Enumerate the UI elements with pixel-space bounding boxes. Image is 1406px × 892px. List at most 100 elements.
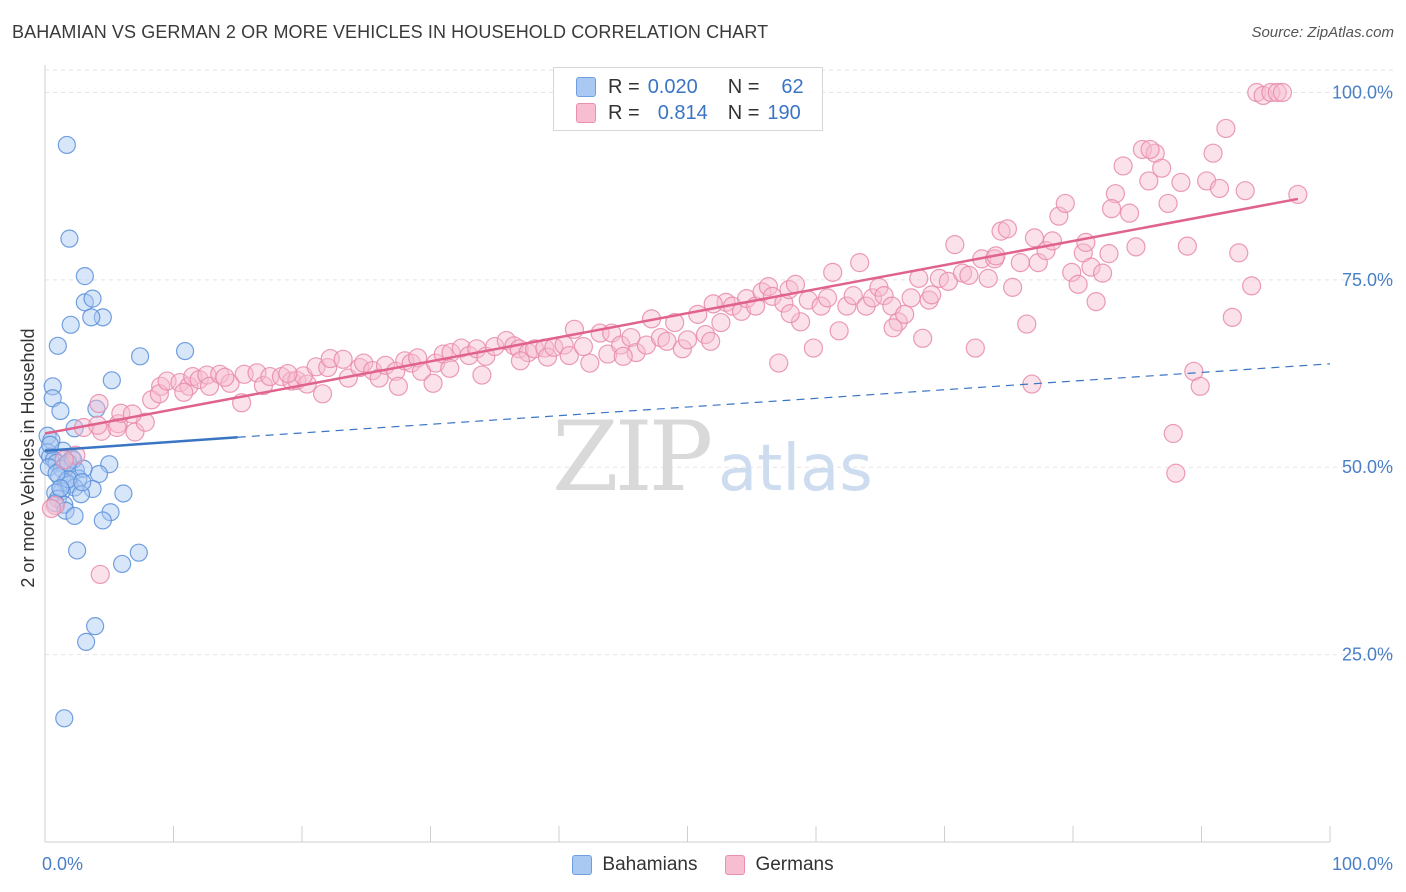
scatter-point [913, 328, 933, 348]
scatter-point [1068, 274, 1088, 294]
chart-source: Source: ZipAtlas.com [1251, 24, 1394, 41]
scatter-point [1171, 172, 1191, 193]
legend-item-bahamians[interactable]: Bahamians [572, 854, 697, 876]
scatter-point [657, 331, 677, 351]
legend-n-value: 190 [767, 101, 801, 124]
scatter-point [919, 290, 939, 310]
scatter-point [1119, 203, 1140, 223]
scatter-point [1055, 193, 1075, 214]
scatter-point [114, 484, 133, 503]
scatter-point [559, 345, 579, 366]
scatter-point [1158, 193, 1178, 214]
scatter-point [1003, 277, 1023, 297]
scatter-point [613, 346, 633, 366]
scatter-point [1113, 156, 1133, 176]
legend-swatch-bahamians [576, 77, 596, 97]
scatter-point [1152, 158, 1172, 178]
legend-r-value: 0.020 [647, 75, 698, 98]
scatter-point [965, 338, 985, 358]
scatter-point [1267, 82, 1287, 103]
scatter-point [472, 365, 492, 385]
scatter-point [1086, 292, 1106, 312]
scatter-point [333, 349, 353, 369]
x-tick-labels: 0.0% 100.0% [42, 854, 1393, 874]
scatter-point [175, 341, 195, 361]
scatter-point [1261, 82, 1281, 103]
scatter-point [151, 376, 171, 396]
scatter-point [1216, 118, 1236, 139]
scatter-point [874, 286, 894, 306]
y-tick-labels: 25.0% 50.0% 75.0% 100.0% [1332, 82, 1393, 664]
y-axis-label: 2 or more Vehicles in Household [18, 328, 38, 587]
legend-item-germans[interactable]: Germans [725, 854, 834, 876]
y-tick-label: 75.0% [1342, 270, 1393, 290]
legend-swatch-bahamians [572, 855, 593, 875]
scatter-point [102, 371, 121, 390]
scatter-point [711, 312, 731, 333]
scatter-point [122, 404, 142, 424]
scatter-point [1163, 423, 1183, 444]
scatter-point [1253, 85, 1273, 106]
scatter-point [66, 445, 86, 465]
scatter-point [142, 390, 162, 410]
scatter-point [215, 367, 235, 387]
scatter-point [850, 253, 870, 273]
scatter-point [1028, 253, 1048, 273]
scatter-point [1209, 178, 1230, 199]
legend-swatch-germans [725, 855, 746, 875]
scatter-point [621, 327, 641, 348]
scatter-point [60, 229, 79, 248]
legend-swatch-germans [576, 103, 596, 123]
scatter-point [89, 393, 109, 414]
scatter-point [423, 373, 443, 393]
scatter-point [1024, 228, 1045, 248]
scatter-point [997, 219, 1018, 239]
scatter-point [56, 501, 75, 520]
legend-label-germans: Germans [755, 854, 834, 875]
scatter-point [938, 271, 958, 291]
scatter-point [51, 479, 70, 498]
scatter-point [75, 267, 94, 286]
scatter-point [130, 347, 150, 366]
scatter-point [41, 498, 62, 519]
legend-n-label: N = [727, 101, 760, 124]
scatter-point [1166, 463, 1186, 483]
scatter-point [73, 473, 92, 492]
scatter-point [752, 282, 772, 302]
scatter-point [510, 351, 531, 371]
scatter-point [665, 312, 685, 333]
legend-r-label: R = [608, 101, 640, 124]
scatter-point [112, 554, 132, 574]
scatter-point [179, 376, 199, 396]
scatter-point [1101, 199, 1122, 219]
german-trend-line [44, 197, 1299, 435]
legend-r-label: R = [608, 75, 640, 98]
scatter-point [790, 312, 811, 332]
scatter-point [922, 285, 942, 305]
scatter-point [61, 315, 80, 334]
scatter-point [626, 342, 646, 363]
scatter-point [895, 304, 915, 324]
scatter-point [701, 331, 721, 351]
scatter-point [1229, 243, 1249, 263]
scatter-point [87, 399, 106, 418]
scatter-point [440, 358, 460, 378]
scatter-point [837, 296, 857, 316]
scatter-point [68, 541, 87, 560]
scatter-point [278, 363, 298, 384]
trend-lines [44, 197, 1331, 453]
scatter-point [1099, 244, 1119, 264]
scatter-point [945, 235, 965, 255]
x-tick-label: 0.0% [42, 854, 83, 874]
scatter-point [1017, 314, 1037, 334]
scatter-point [1132, 139, 1152, 160]
scatter-point [1126, 237, 1146, 257]
bahamian-trend-line [44, 436, 238, 453]
watermark-zip: ZIP [552, 401, 711, 513]
scatter-point [1139, 171, 1159, 191]
scatter-point [55, 709, 74, 728]
scatter-point [83, 479, 102, 499]
scatter-point [611, 335, 631, 355]
scatter-point [1235, 181, 1255, 201]
y-tick-label: 25.0% [1342, 645, 1393, 665]
